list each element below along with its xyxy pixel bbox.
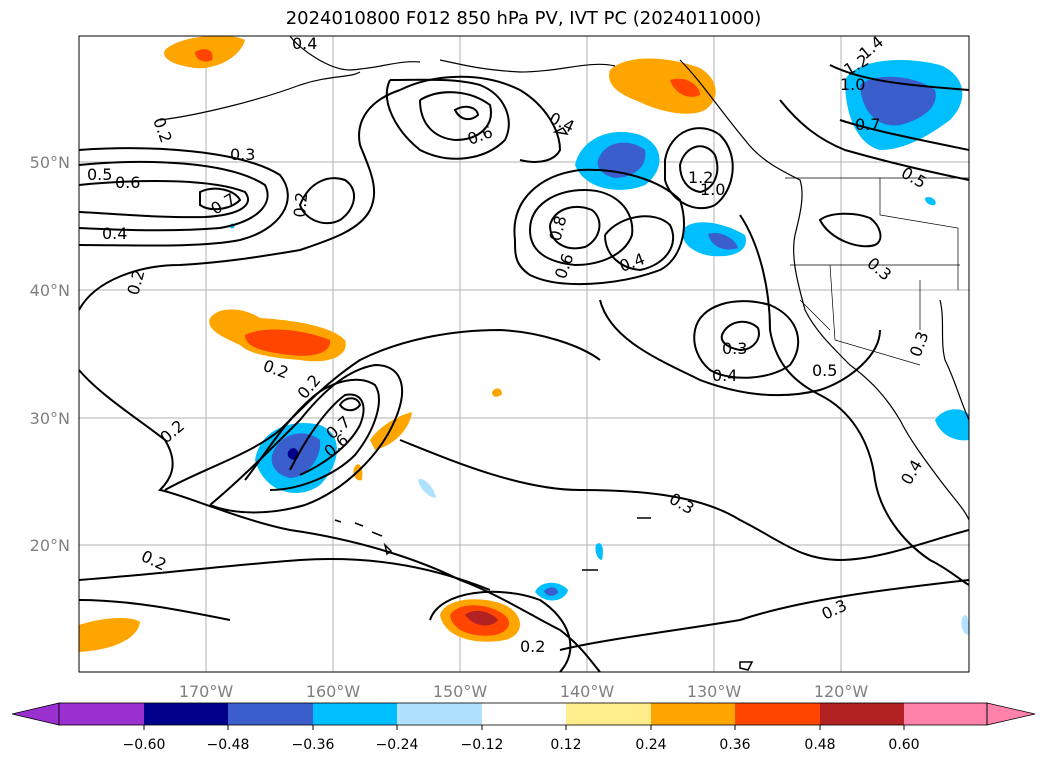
coastlines	[159, 36, 969, 521]
contours	[79, 64, 969, 672]
contour-label: 0.4	[712, 366, 737, 385]
colorbar-segment	[651, 703, 735, 725]
contour-label: 0.3	[722, 339, 747, 358]
colorbar-segment	[482, 703, 566, 725]
longitude-ticks: 170°W 160°W 150°W 140°W 130°W 120°W	[179, 682, 869, 701]
map-panel: 0.4 0.2 0.3 0.5 0.6 0.7 0.4 0.2 0.2 0.6 …	[78, 34, 970, 673]
contour-label: 0.4	[102, 224, 127, 243]
colorbar-segment	[228, 703, 313, 725]
colorbar-segment	[735, 703, 820, 725]
colorbar-segment	[904, 703, 987, 725]
colorbar-segment	[144, 703, 228, 725]
colorbar-segment	[59, 703, 144, 725]
colorbar-segment	[397, 703, 482, 725]
contour-label: 0.2	[290, 191, 311, 218]
colorbar-segment	[313, 703, 397, 725]
lon-tick: 120°W	[814, 682, 869, 701]
islands	[334, 127, 754, 671]
contour-label: 0.6	[115, 173, 140, 192]
colorbar-tick-label: 0.36	[719, 737, 750, 753]
contour-label: 0.2	[520, 637, 545, 656]
lat-tick: 30°N	[30, 409, 70, 428]
colorbar-tick-label: −0.60	[123, 737, 166, 753]
borders	[785, 177, 969, 366]
lon-tick: 160°W	[306, 682, 361, 701]
contour-label: 1.0	[840, 75, 865, 94]
colorbar-tick-label: 0.60	[888, 737, 919, 753]
colorbar-tick-label: −0.12	[461, 737, 504, 753]
contour-label: 0.5	[87, 165, 112, 184]
page-title: 2024010800 F012 850 hPa PV, IVT PC (2024…	[285, 8, 762, 29]
colorbar-tick-label: 0.24	[635, 737, 666, 753]
lon-tick: 130°W	[687, 682, 742, 701]
colorbar-tick-label: −0.48	[207, 737, 250, 753]
colorbar-extend-left	[11, 702, 60, 726]
contour-label: 1.2	[688, 168, 713, 187]
lon-tick: 140°W	[560, 682, 615, 701]
gridlines	[79, 36, 969, 672]
lat-tick: 40°N	[30, 281, 70, 300]
colorbar-tick-label: −0.24	[376, 737, 419, 753]
colorbar-segment	[566, 703, 651, 725]
colorbar-segment	[820, 703, 904, 725]
contour-label: 0.4	[292, 34, 317, 53]
contour-label: 0.7	[855, 115, 880, 134]
lon-tick: 150°W	[433, 682, 488, 701]
colorbar-tick-label: 0.12	[550, 737, 581, 753]
colorbar-ticks	[143, 725, 905, 730]
latitude-ticks: 50°N 40°N 30°N 20°N	[30, 153, 70, 555]
contour-label: 0.3	[230, 145, 255, 164]
lat-tick: 20°N	[30, 536, 70, 555]
contour-label: 0.5	[812, 361, 837, 380]
lon-tick: 170°W	[179, 682, 234, 701]
colorbar-tick-label: 0.48	[804, 737, 835, 753]
colorbar: −0.60 −0.48 −0.36 −0.24 −0.12 0.12 0.24 …	[11, 702, 1036, 753]
colorbar-extend-right	[986, 702, 1036, 726]
colorbar-tick-label: −0.36	[292, 737, 335, 753]
contour-label: 1.0	[700, 180, 725, 199]
lat-tick: 50°N	[30, 153, 70, 172]
